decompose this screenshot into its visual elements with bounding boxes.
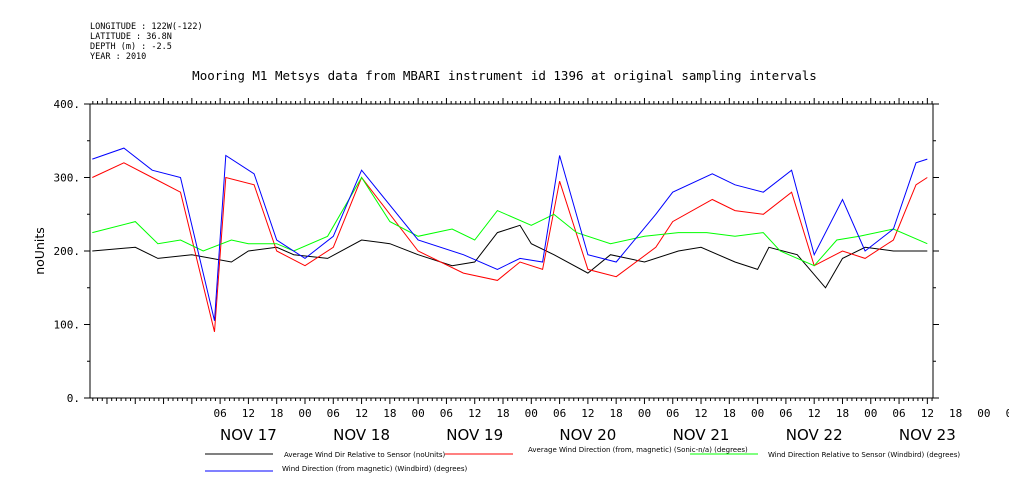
x-hour-label: 00 — [638, 407, 651, 420]
x-hour-label: 06 — [553, 407, 566, 420]
x-hour-label: 12 — [921, 407, 934, 420]
x-day-label: NOV 23 — [899, 426, 956, 444]
y-tick-label: 300. — [54, 172, 81, 185]
year-text: YEAR : 2010 — [90, 52, 147, 62]
series-line-4 — [92, 147, 928, 321]
x-hour-label: 06 — [892, 407, 905, 420]
y-axis-label: noUnits — [32, 227, 47, 275]
x-hour-label: 12 — [242, 407, 255, 420]
series-line-3 — [92, 176, 928, 267]
legend-label: Average Wind Dir Relative to Sensor (noU… — [284, 451, 445, 459]
x-day-label: NOV 20 — [559, 426, 616, 444]
x-hour-label: 12 — [808, 407, 821, 420]
x-hour-label: 12 — [468, 407, 481, 420]
y-tick-label: 400. — [54, 98, 81, 111]
y-tick-label: 200. — [54, 245, 81, 258]
x-hour-label: 18 — [270, 407, 283, 420]
metadata-block: LONGITUDE : 122W(-122) LATITUDE : 36.8N … — [90, 22, 203, 62]
legend-label: Wind Direction (from magnetic) (Windbird… — [282, 465, 467, 473]
x-day-label: NOV 19 — [446, 426, 503, 444]
x-hour-label: 18 — [496, 407, 509, 420]
x-hour-label: 12 — [355, 407, 368, 420]
series-line-1 — [92, 224, 928, 289]
x-hour-label: 06 — [779, 407, 792, 420]
x-hour-label: 18 — [723, 407, 736, 420]
y-tick-label: 100. — [54, 319, 81, 332]
depth-text: DEPTH (m) : -2.5 — [90, 42, 172, 52]
x-hour-label: 06 — [666, 407, 679, 420]
x-day-label: NOV 17 — [220, 426, 277, 444]
x-hour-label: 00 — [525, 407, 538, 420]
longitude-text: LONGITUDE : 122W(-122) — [90, 22, 203, 32]
x-day-label: NOV 22 — [786, 426, 843, 444]
x-hour-label: 00 — [298, 407, 311, 420]
legend-label: Average Wind Direction (from, magnetic) … — [528, 446, 748, 454]
series-line-2 — [92, 162, 928, 333]
x-hour-label: 18 — [383, 407, 396, 420]
chart-title: Mooring M1 Metsys data from MBARI instru… — [192, 68, 817, 83]
x-hour-label: 00 — [412, 407, 425, 420]
x-hour-label: 00 — [977, 407, 990, 420]
x-hour-label: 06 — [214, 407, 227, 420]
legend-label: Wind Direction Relative to Sensor (Windb… — [768, 451, 960, 459]
x-hour-label: 06 — [440, 407, 453, 420]
x-hour-label: 12 — [694, 407, 707, 420]
x-hour-label: 12 — [581, 407, 594, 420]
x-hour-label: 18 — [610, 407, 623, 420]
latitude-text: LATITUDE : 36.8N — [90, 32, 172, 42]
y-tick-label: 0. — [67, 392, 80, 405]
x-day-label: NOV 18 — [333, 426, 390, 444]
x-hour-label: 18 — [949, 407, 962, 420]
x-hour-label: 00 — [864, 407, 877, 420]
x-day-label: NOV 21 — [673, 426, 730, 444]
x-hour-label: 00 — [751, 407, 764, 420]
x-hour-label: 06 — [327, 407, 340, 420]
x-hour-label: 18 — [836, 407, 849, 420]
plot-frame — [89, 103, 934, 399]
x-hour-label: 06 — [1006, 407, 1009, 420]
